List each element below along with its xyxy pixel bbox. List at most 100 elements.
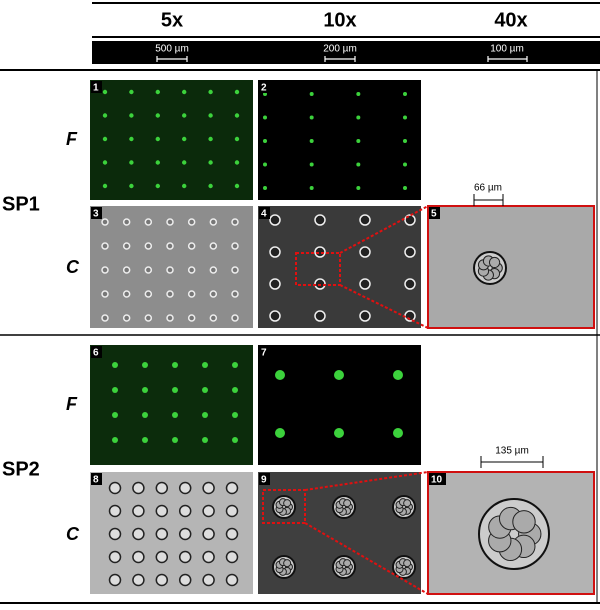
spot [155, 136, 160, 142]
cell [404, 246, 416, 258]
cell [231, 266, 239, 274]
spot [309, 139, 314, 143]
spot [129, 160, 134, 165]
cell [359, 246, 371, 258]
cell [209, 266, 218, 274]
spot [182, 89, 187, 95]
cell [187, 290, 196, 298]
spot [112, 362, 118, 368]
spot [234, 160, 240, 165]
scale-bar-label: 500 µm [155, 44, 189, 55]
spot [208, 160, 213, 165]
cell [122, 266, 131, 274]
cell [209, 218, 218, 226]
spot [393, 428, 403, 438]
zoom-indicators [262, 205, 429, 595]
column-header: 40x [494, 9, 527, 31]
channel-label: F [66, 129, 78, 149]
row-label: SP2 [2, 458, 40, 480]
spot [102, 136, 108, 142]
cell [187, 314, 196, 322]
panel-number-bg [429, 473, 446, 485]
spot [275, 370, 285, 380]
panel-number-bg [429, 207, 440, 219]
panels: 1 2 3 4 5 6 7 8 9 10 [90, 80, 595, 595]
spot [129, 183, 134, 189]
cell [122, 290, 131, 298]
cell [101, 290, 109, 298]
cell [187, 266, 196, 274]
cell [187, 218, 196, 226]
cell [166, 218, 174, 226]
cell [122, 218, 131, 226]
micrograph [428, 206, 594, 328]
micrograph [258, 345, 421, 465]
panel-number: 9 [261, 475, 267, 486]
cell [132, 527, 145, 541]
spot [356, 162, 361, 167]
spot [155, 113, 160, 118]
panel-number: 4 [261, 209, 267, 220]
spot [129, 89, 134, 95]
spot [182, 160, 187, 165]
spot [334, 428, 344, 438]
spot [356, 115, 361, 120]
spot [172, 387, 178, 393]
cell [225, 573, 239, 587]
spot [142, 362, 148, 368]
cell [155, 573, 169, 587]
cell [202, 481, 215, 495]
cell [225, 550, 239, 564]
cell [404, 278, 416, 290]
dimension-arrows [473, 194, 544, 468]
cell [225, 527, 239, 541]
cell [101, 242, 109, 250]
spot [102, 183, 108, 189]
cell [404, 310, 416, 322]
panel-number: 5 [431, 209, 437, 220]
panel-number-bg [259, 81, 270, 93]
spot [202, 412, 208, 418]
zoom-frame [427, 471, 595, 595]
cell [225, 481, 239, 495]
zoom-frame [427, 205, 595, 329]
cell [132, 481, 145, 495]
cell [314, 310, 326, 322]
spot [234, 183, 240, 189]
spot [234, 136, 240, 142]
cell [359, 310, 371, 322]
scale-bar-strip [92, 41, 600, 64]
spot [403, 115, 407, 120]
cell [512, 510, 536, 534]
cell [108, 504, 122, 518]
spot [232, 437, 238, 443]
spot [142, 387, 148, 393]
spot [356, 92, 361, 96]
cell [269, 278, 281, 290]
spot [102, 89, 108, 95]
cell [187, 242, 196, 250]
panel-number: 7 [261, 348, 267, 359]
cell [231, 314, 239, 322]
spot [356, 186, 361, 190]
micrograph [90, 80, 253, 200]
spot [202, 387, 208, 393]
spot [208, 136, 213, 142]
cell [178, 481, 192, 495]
spot [202, 362, 208, 368]
spot [403, 139, 407, 143]
spot [129, 136, 134, 142]
spot [232, 412, 238, 418]
spot [182, 113, 187, 118]
spot [202, 437, 208, 443]
cell [231, 242, 239, 250]
cell [132, 550, 145, 564]
spot [309, 186, 314, 190]
scale-bar-label: 100 µm [490, 44, 524, 55]
spot [208, 183, 213, 189]
spot [112, 437, 118, 443]
spot [129, 113, 134, 118]
spot [393, 370, 403, 380]
cell [108, 573, 122, 587]
